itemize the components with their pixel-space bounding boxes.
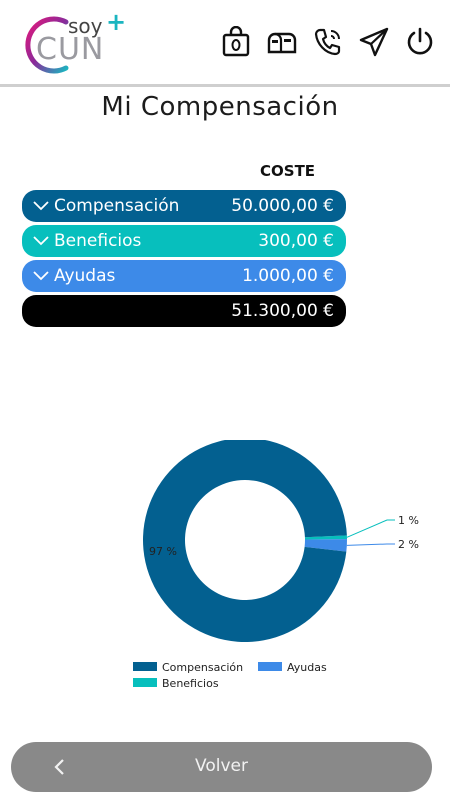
row-compensacion[interactable]: Compensación 50.000,00 € bbox=[22, 190, 346, 222]
donut-slice-beneficios[interactable] bbox=[304, 535, 347, 540]
back-button[interactable]: Volver bbox=[11, 742, 432, 792]
slice-label-beneficios: 1 % bbox=[398, 514, 419, 527]
total-value: 51.300,00 € bbox=[231, 301, 334, 321]
phone-icon[interactable] bbox=[310, 24, 346, 60]
chevron-down-icon bbox=[33, 201, 49, 211]
row-label: Ayudas bbox=[54, 266, 116, 286]
chevron-down-icon bbox=[33, 236, 49, 246]
power-icon[interactable] bbox=[402, 24, 438, 60]
leader-line bbox=[346, 519, 395, 538]
page-title: Mi Compensación bbox=[101, 92, 339, 122]
legend-swatch bbox=[133, 678, 157, 687]
legend-swatch bbox=[258, 662, 282, 671]
row-label: Compensación bbox=[54, 196, 180, 216]
legend-label: Beneficios bbox=[162, 677, 219, 690]
slice-label-compensacion: 97 % bbox=[149, 545, 177, 558]
back-button-label: Volver bbox=[195, 756, 248, 776]
shopping-bag-icon[interactable] bbox=[218, 24, 254, 60]
row-value: 1.000,00 € bbox=[242, 266, 334, 286]
logo-ring-icon bbox=[25, 16, 69, 74]
cost-column-header: COSTE bbox=[260, 162, 316, 180]
header-toolbar bbox=[218, 22, 438, 62]
logo-plus-text: + bbox=[106, 8, 127, 36]
leader-line bbox=[346, 543, 395, 546]
legend-label: Ayudas bbox=[287, 661, 327, 674]
compensation-donut-chart: 97 % 1 % 2 % Compensación Ayudas Beneficios bbox=[133, 440, 419, 690]
slice-label-ayudas: 2 % bbox=[398, 538, 419, 551]
donut-slice-compensación[interactable] bbox=[143, 440, 347, 642]
row-total: 51.300,00 € bbox=[22, 295, 346, 327]
chevron-left-icon bbox=[54, 759, 64, 775]
row-value: 300,00 € bbox=[258, 231, 334, 251]
row-ayudas[interactable]: Ayudas 1.000,00 € bbox=[22, 260, 346, 292]
app-header: soy + CUN bbox=[0, 0, 450, 84]
legend-swatch bbox=[133, 662, 157, 671]
header-divider bbox=[0, 84, 450, 87]
chevron-down-icon bbox=[33, 271, 49, 281]
logo-cun-text: CUN bbox=[36, 32, 105, 67]
legend-label: Compensación bbox=[162, 661, 243, 674]
row-value: 50.000,00 € bbox=[231, 196, 334, 216]
send-icon[interactable] bbox=[356, 24, 392, 60]
row-label: Beneficios bbox=[54, 231, 142, 251]
app-logo[interactable]: soy + CUN bbox=[14, 8, 127, 76]
donut-slice-ayudas[interactable] bbox=[304, 539, 347, 552]
row-beneficios[interactable]: Beneficios 300,00 € bbox=[22, 225, 346, 257]
mailbox-icon[interactable] bbox=[264, 24, 300, 60]
logo-soy-text: soy bbox=[68, 14, 103, 38]
